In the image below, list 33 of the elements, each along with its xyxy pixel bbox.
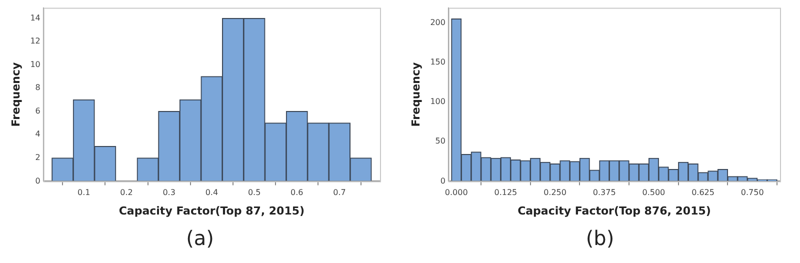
y-tick-label: 12 [30, 36, 40, 46]
x-tick-label: 0.500 [642, 188, 666, 198]
x-tick-label: 0.2 [120, 188, 133, 198]
x-tick-label: 0.7 [333, 188, 346, 198]
y-tick-label: 50 [435, 136, 446, 146]
y-tick-label: 150 [430, 58, 446, 67]
x-tick-label: 0.000 [444, 188, 468, 198]
x-tick-label: 0.625 [692, 188, 714, 198]
x-tick-label: 0.375 [592, 188, 616, 198]
y-tick-label: 8 [35, 83, 40, 92]
y-axis-title: Frequency [9, 62, 22, 127]
y-tick-label: 14 [30, 13, 40, 22]
text: (b) [584, 226, 616, 250]
x-axis-title: Capacity Factor(Top 87, 2015) [118, 204, 305, 218]
y-tick-label: 0 [35, 176, 40, 186]
y-tick-label: 100 [430, 97, 446, 106]
x-tick-label: 0.125 [494, 188, 518, 198]
x-tick-label: 0.6 [290, 188, 304, 198]
y-tick-label: 10 [30, 60, 40, 69]
x-tick-label: 0.250 [544, 188, 566, 198]
x-tick-label: 0.4 [205, 188, 218, 198]
y-axis-title: Frequency [409, 62, 422, 127]
y-tick-label: 6 [35, 106, 40, 116]
x-axis-title: Capacity Factor(Top 876, 2015) [518, 204, 711, 218]
x-tick-label: 0.1 [77, 188, 90, 198]
y-tick-label: 200 [430, 18, 446, 27]
text: (a) [185, 226, 215, 250]
x-tick-label: 0.750 [740, 188, 764, 198]
y-tick-label: 2 [35, 153, 40, 162]
x-tick-label: 0.3 [162, 188, 176, 198]
x-tick-label: 0.5 [248, 188, 261, 198]
y-tick-label: 0 [440, 176, 446, 186]
y-tick-label: 4 [35, 130, 40, 139]
